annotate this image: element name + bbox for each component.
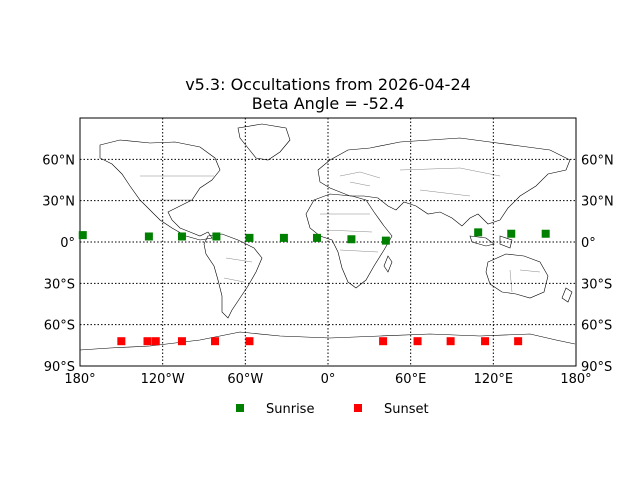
y-tick-label-right: 60°S xyxy=(581,319,612,334)
x-tick-label: 120°E xyxy=(474,372,514,387)
sunrise-marker xyxy=(279,233,288,242)
y-tick-label-right: 60°N xyxy=(581,153,614,168)
grid-lines xyxy=(80,118,576,366)
y-tick-label-left: 90°S xyxy=(44,360,75,375)
y-tick-label-right: 30°S xyxy=(581,277,612,292)
legend-sunset-label: Sunset xyxy=(384,402,429,417)
x-tick-label: 180° xyxy=(560,372,591,387)
sunrise-marker xyxy=(541,229,550,238)
y-tick-label-right: 90°S xyxy=(581,360,612,375)
y-tick-label-left: 30°N xyxy=(42,195,75,210)
chart-subtitle: Beta Angle = -52.4 xyxy=(252,94,405,113)
x-tick-label: 120°W xyxy=(141,372,185,387)
sunrise-marker xyxy=(177,232,186,241)
x-tick-label: 60°W xyxy=(227,372,263,387)
sunset-marker xyxy=(177,337,186,346)
sunset-marker xyxy=(413,337,422,346)
sunrise-marker xyxy=(144,232,153,241)
sunrise-marker xyxy=(212,232,221,241)
legend-sunrise-label: Sunrise xyxy=(266,402,314,417)
x-tick-label: 180° xyxy=(64,372,95,387)
sunrise-marker xyxy=(245,233,254,242)
x-tick-label: 60°E xyxy=(395,372,426,387)
y-tick-label-left: 30°S xyxy=(44,277,75,292)
sunrise-marker xyxy=(312,233,321,242)
x-tick-labels: 180° 120°W 60°W 0° 60°E 120°E 180° xyxy=(64,372,591,387)
map-area xyxy=(79,123,576,351)
legend-sunrise-marker xyxy=(236,404,244,412)
sunrise-marker xyxy=(78,231,87,240)
y-tick-label-left: 60°S xyxy=(44,319,75,334)
data-markers xyxy=(78,228,550,346)
x-tick-label: 0° xyxy=(321,372,336,387)
legend: Sunrise Sunset xyxy=(236,402,429,417)
plot-frame xyxy=(79,117,577,367)
sunset-marker xyxy=(151,337,160,346)
y-tick-labels-left: 60°N 30°N 0° 30°S 60°S 90°S xyxy=(42,153,75,375)
sunrise-marker xyxy=(507,229,516,238)
sunrise-marker xyxy=(474,228,483,237)
sunset-marker xyxy=(379,337,388,346)
y-tick-label-right: 30°N xyxy=(581,195,614,210)
y-tick-label-left: 0° xyxy=(60,236,75,251)
sunset-marker xyxy=(481,337,490,346)
chart-title: v5.3: Occultations from 2026-04-24 xyxy=(185,75,471,94)
y-tick-label-left: 60°N xyxy=(42,153,75,168)
sunset-marker xyxy=(245,337,254,346)
sunrise-marker xyxy=(347,235,356,244)
sunset-marker xyxy=(211,337,220,346)
sunrise-marker xyxy=(381,236,390,245)
coastlines xyxy=(79,123,576,351)
legend-sunset-marker xyxy=(354,404,362,412)
sunset-marker xyxy=(514,337,523,346)
sunset-marker xyxy=(143,337,152,346)
y-tick-label-right: 0° xyxy=(581,236,596,251)
sunset-marker xyxy=(117,337,126,346)
sunset-marker xyxy=(446,337,455,346)
country-borders xyxy=(140,167,541,293)
y-tick-labels-right: 60°N 30°N 0° 30°S 60°S 90°S xyxy=(581,153,614,375)
